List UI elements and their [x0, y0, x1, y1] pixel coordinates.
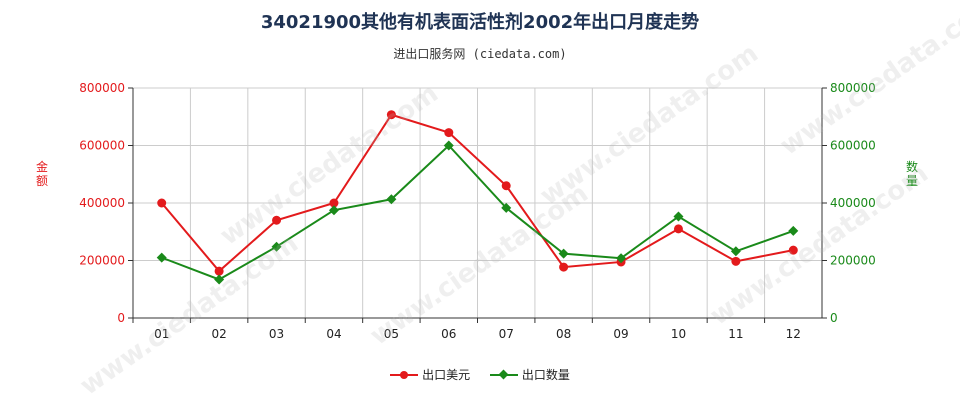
- series-line-0: [160, 113, 794, 273]
- data-point-1: [673, 211, 684, 222]
- legend-label-export-value: 出口美元: [422, 368, 471, 382]
- data-point-0: [731, 256, 741, 266]
- data-point-1: [730, 246, 741, 257]
- x-tick-label: 02: [211, 327, 226, 341]
- data-point-1: [788, 225, 799, 236]
- y-tick-label-left: 200000: [79, 254, 125, 268]
- data-point-1: [386, 194, 397, 205]
- y-axis-label-right: 数量: [906, 160, 919, 188]
- data-point-1: [443, 140, 454, 151]
- data-point-1: [156, 252, 167, 263]
- chart-subtitle: 进出口服务网 (ciedata.com): [393, 47, 567, 61]
- x-tick-label: 06: [441, 327, 456, 341]
- data-point-0: [157, 198, 167, 208]
- x-tick-label: 11: [728, 327, 743, 341]
- data-point-1: [558, 248, 569, 259]
- x-tick-label: 03: [269, 327, 284, 341]
- data-point-1: [271, 241, 282, 252]
- data-point-0: [214, 266, 224, 276]
- x-tick-label: 01: [154, 327, 169, 341]
- y-axis-label-left: 金额: [36, 160, 49, 188]
- y-tick-label-left: 0: [117, 311, 125, 325]
- x-tick-label: 10: [671, 327, 686, 341]
- data-point-0: [444, 128, 454, 138]
- data-point-1: [501, 202, 512, 213]
- legend-swatch-red: [390, 369, 419, 381]
- x-tick-label: 05: [384, 327, 399, 341]
- x-tick-label: 09: [613, 327, 628, 341]
- data-point-0: [272, 215, 282, 225]
- legend-label-export-qty: 出口数量: [521, 368, 570, 382]
- y-tick-label-left: 400000: [79, 196, 125, 210]
- data-point-1: [328, 205, 339, 216]
- data-point-0: [673, 224, 683, 234]
- data-point-0: [788, 245, 798, 255]
- x-tick-label: 07: [499, 327, 514, 341]
- x-tick-label: 08: [556, 327, 571, 341]
- chart-title: 34021900其他有机表面活性剂2002年出口月度走势: [260, 12, 700, 33]
- y-tick-label-right: 400000: [830, 196, 876, 210]
- x-tick-label: 04: [326, 327, 341, 341]
- data-point-0: [559, 262, 569, 272]
- legend-item-export-qty[interactable]: 出口数量: [489, 366, 570, 383]
- data-point-0: [386, 110, 396, 120]
- legend-swatch-green: [489, 369, 518, 381]
- data-point-1: [616, 253, 627, 264]
- y-tick-label-right: 600000: [830, 139, 876, 153]
- data-point-1: [214, 274, 225, 285]
- x-tick-label: 12: [786, 327, 801, 341]
- data-point-0: [329, 198, 339, 208]
- y-tick-label-right: 800000: [830, 81, 876, 95]
- series-line-1: [161, 144, 794, 281]
- legend-item-export-value[interactable]: 出口美元: [390, 366, 470, 383]
- y-tick-label-left: 800000: [79, 81, 125, 95]
- y-tick-label-right: 200000: [830, 254, 876, 268]
- data-point-0: [501, 181, 511, 191]
- y-tick-label-right: 0: [830, 311, 838, 325]
- legend: 出口美元 出口数量: [0, 366, 960, 384]
- y-tick-label-left: 600000: [79, 139, 125, 153]
